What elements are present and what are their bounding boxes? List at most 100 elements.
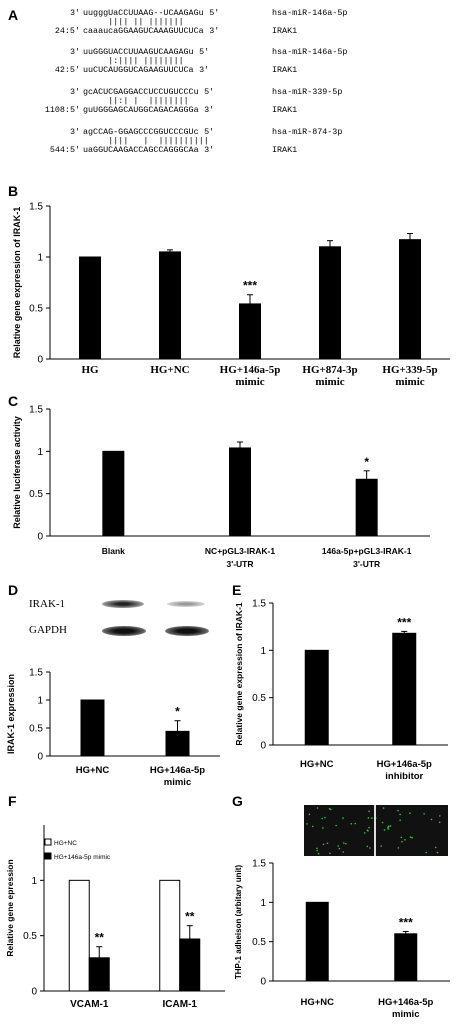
y-tick-label: 0 bbox=[260, 977, 266, 988]
fluorescent-cell bbox=[425, 851, 427, 854]
y-tick-label: 1 bbox=[37, 447, 43, 458]
mirna-sequence: gcACUCGAGGACCUCCUGUCCCu bbox=[83, 87, 199, 97]
fluorescent-cell bbox=[338, 847, 341, 850]
bar bbox=[399, 239, 421, 360]
bar bbox=[159, 251, 181, 360]
fluorescent-cell bbox=[335, 824, 337, 827]
significance-marker: * bbox=[364, 455, 369, 469]
category-label: HG+NC bbox=[76, 765, 110, 776]
category-label: mimic bbox=[392, 1009, 419, 1020]
pairing-bars: |||| || ||||||| bbox=[108, 17, 184, 27]
target-sequence: guUGGGAGCAUGGCAGACAGGGa bbox=[83, 105, 199, 115]
fluorescence-image-pair bbox=[304, 805, 448, 856]
category-label: NC+pGL3-IRAK-1 bbox=[205, 546, 275, 556]
blot-band-irak1-nc bbox=[102, 600, 144, 608]
fluorescent-cell bbox=[328, 808, 331, 810]
mirna-end-label: 5' bbox=[204, 127, 215, 137]
category-label: 3'-UTR bbox=[353, 559, 380, 569]
blot-label-irak1: IRAK-1 bbox=[29, 598, 66, 610]
category-label: HG+NC bbox=[300, 759, 334, 770]
legend-entry: HG+146a-5p mimic bbox=[54, 854, 111, 861]
y-axis-label: Relative gene expression of IRAK-1 bbox=[234, 602, 244, 745]
target-name: IRAK1 bbox=[272, 105, 298, 115]
y-tick-label: 0 bbox=[37, 532, 43, 543]
y-tick-label: 1 bbox=[260, 646, 266, 657]
chart-b: 0 0.5 1 1.5 Relative gene expression of IRAK… bbox=[12, 202, 450, 388]
category-label: mimic bbox=[164, 777, 191, 788]
chart-d: 0 0.5 1 1.5 IRAK-1 expression HG+NC * HG+146a-5… bbox=[6, 668, 220, 788]
fluorescent-cell bbox=[387, 825, 390, 828]
fluorescent-cell bbox=[399, 819, 401, 821]
target-sequence: caaaucaGGAAGUCAAAGUUCUCa bbox=[83, 26, 204, 36]
bar bbox=[159, 879, 181, 992]
fluorescent-cell bbox=[387, 828, 389, 830]
y-tick-label: 1.5 bbox=[29, 668, 43, 679]
pairing-bars: ||:| | |||||||| bbox=[108, 96, 189, 106]
bar bbox=[88, 957, 110, 992]
bar bbox=[319, 246, 341, 360]
category-label: HG+146a-5p bbox=[378, 997, 433, 1008]
panel-letter-a: A bbox=[8, 7, 19, 23]
target-prime-label: 544:5' bbox=[49, 145, 80, 155]
fluorescent-cell bbox=[380, 845, 382, 847]
y-tick-label: 0.5 bbox=[29, 724, 43, 735]
fluorescent-cell bbox=[363, 832, 366, 834]
target-end-label: 3' bbox=[199, 65, 210, 75]
bar bbox=[79, 256, 101, 360]
y-tick-label: 1 bbox=[31, 876, 37, 887]
fluorescent-cell bbox=[400, 836, 403, 839]
fluorescent-cell bbox=[345, 842, 347, 845]
category-label: HG bbox=[81, 364, 99, 376]
y-tick-label: 0.5 bbox=[252, 937, 266, 948]
blot-band-gapdh-nc bbox=[102, 626, 146, 636]
fluorescent-cell bbox=[381, 821, 384, 824]
fluorescent-cell bbox=[337, 845, 339, 847]
target-name: IRAK1 bbox=[272, 65, 298, 75]
legend-entry: HG+NC bbox=[54, 840, 77, 847]
fluorescent-cell bbox=[366, 845, 369, 848]
mirna-end-label: 5' bbox=[209, 8, 220, 18]
fluorescent-cell bbox=[324, 816, 326, 819]
mirna-name: hsa-miR-146a-5p bbox=[272, 47, 348, 57]
y-axis-label: IRAK-1 expression bbox=[6, 674, 16, 754]
y-tick-label: 1.5 bbox=[29, 405, 43, 416]
fluorescent-cell bbox=[316, 849, 318, 852]
blot-band-irak1-mimic bbox=[167, 601, 205, 607]
fluorescent-cell bbox=[354, 822, 356, 825]
panel-letter-c: C bbox=[8, 393, 19, 409]
y-tick-label: 0 bbox=[37, 752, 43, 763]
fluorescent-cell bbox=[326, 842, 329, 845]
significance-marker: *** bbox=[243, 279, 257, 293]
bar bbox=[102, 450, 125, 537]
fluorescent-cell bbox=[322, 843, 325, 846]
bar bbox=[305, 901, 329, 982]
fluorescent-cell bbox=[316, 807, 319, 809]
category-label: VCAM-1 bbox=[70, 999, 109, 1010]
category-label: mimic bbox=[235, 376, 264, 388]
fluorescent-cell bbox=[397, 847, 400, 849]
y-tick-label: 0.5 bbox=[29, 489, 43, 500]
fluorescent-cell bbox=[367, 817, 370, 819]
pairing-bars: |||| | |||||||||| bbox=[108, 136, 209, 146]
mirna-name: hsa-miR-146a-5p bbox=[272, 8, 348, 18]
fluorescent-cell bbox=[435, 846, 437, 849]
mirna-end-label: 5' bbox=[204, 87, 215, 97]
y-tick-label: 1 bbox=[37, 253, 43, 264]
y-tick-label: 0 bbox=[37, 355, 43, 366]
chart-c: 0 0.5 1 1.5 Relative luciferase activity Blan… bbox=[12, 405, 430, 569]
fluorescent-cell bbox=[404, 839, 406, 841]
fluorescent-cell bbox=[311, 825, 314, 828]
fluorescent-cell bbox=[369, 847, 371, 849]
fluorescent-cell bbox=[371, 817, 373, 819]
target-end-label: 3' bbox=[209, 26, 220, 36]
bar bbox=[229, 447, 251, 537]
fluorescent-cell bbox=[317, 852, 320, 855]
fluorescent-cell bbox=[321, 817, 323, 820]
target-name: IRAK1 bbox=[272, 26, 298, 36]
target-prime-label: 1108:5' bbox=[44, 105, 80, 115]
panel-letter-e: E bbox=[232, 582, 242, 598]
fluorescent-cell bbox=[368, 810, 370, 812]
category-label: inhibitor bbox=[385, 771, 423, 782]
y-tick-label: 1 bbox=[37, 696, 43, 707]
target-sequence: uuCUCAUGGUCAGAAGUUCUCa bbox=[83, 65, 194, 75]
